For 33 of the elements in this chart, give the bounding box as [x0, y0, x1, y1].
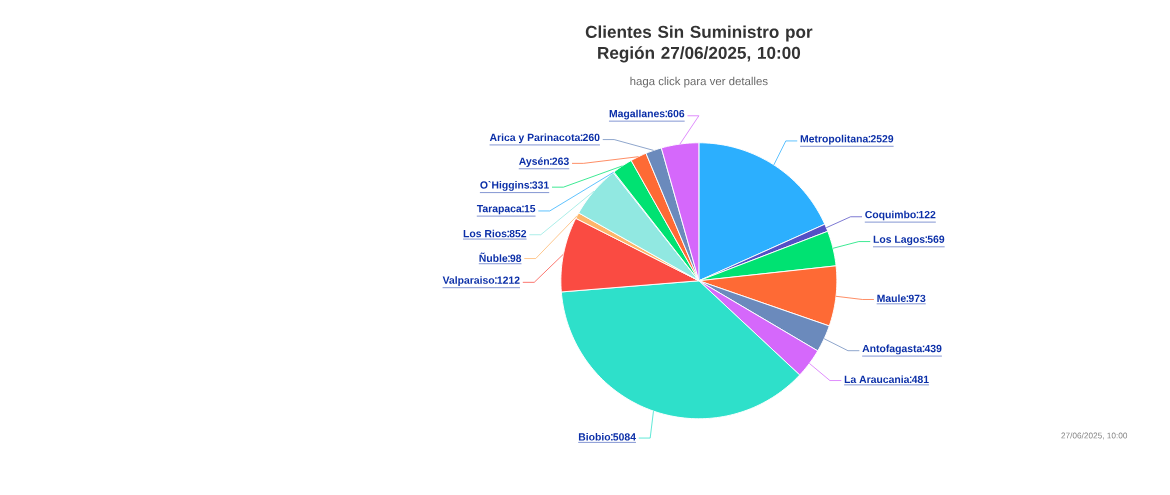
data-label: 2529: [870, 135, 894, 143]
data-label: 263: [552, 157, 569, 165]
slice-label: Aysén: [519, 157, 549, 168]
slice-label: O`Higgins: [480, 180, 530, 191]
slice-label: La Araucania: [844, 375, 910, 384]
data-label: 5084: [613, 433, 636, 441]
slice-label: Tarapaca: [476, 205, 522, 215]
slice-label: Metropolitana: [800, 134, 869, 145]
data-label: 569: [927, 235, 945, 243]
data-label: 122: [919, 210, 936, 219]
slice-label: Biobio: [578, 433, 611, 441]
text: 27/06/2025, 10:00: [1061, 432, 1128, 440]
data-label: 331: [532, 181, 549, 189]
slice-label: Arica y Parinacota: [489, 133, 581, 144]
slice-label: Antofagasta: [862, 344, 923, 355]
data-label: 1212: [497, 276, 520, 284]
data-label: 606: [667, 109, 685, 118]
data-label: 973: [908, 294, 926, 303]
chart-subtitle: haga click para ver detalles: [630, 76, 768, 88]
slice-label: Ñuble: [479, 252, 508, 262]
data-label: 98: [510, 254, 522, 262]
slice-label: Valparaiso: [442, 276, 495, 286]
data-label: 15: [524, 205, 536, 213]
data-label: 439: [924, 344, 942, 353]
slice-label: Maule: [877, 294, 906, 303]
data-label: 260: [582, 133, 600, 142]
slice-label: Los Rios: [463, 229, 507, 238]
slice-label: Magallanes: [609, 109, 665, 120]
slice-label: Coquimbo: [865, 210, 916, 221]
data-label: 852: [509, 229, 527, 238]
data-label: 481: [911, 375, 929, 384]
slice-label: Los Lagos: [873, 235, 925, 246]
chart-title: Clientes Sin Suministro por Región 27/06/2025, 10:00: [585, 25, 813, 63]
